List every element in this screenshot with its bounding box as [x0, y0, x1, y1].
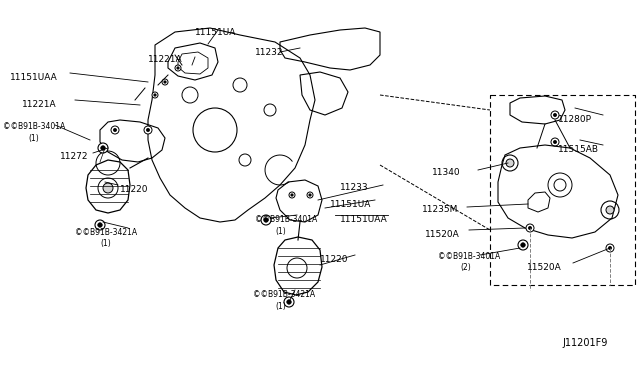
Text: ©©B91B-3421A: ©©B91B-3421A	[253, 290, 315, 299]
Text: (2): (2)	[460, 263, 471, 272]
Circle shape	[554, 113, 557, 116]
Text: 11272: 11272	[60, 152, 88, 161]
Text: (1): (1)	[275, 227, 285, 236]
Circle shape	[147, 128, 150, 132]
Circle shape	[291, 194, 293, 196]
Circle shape	[529, 227, 532, 230]
Text: 11151UA: 11151UA	[330, 200, 371, 209]
Circle shape	[518, 240, 528, 250]
Text: (1): (1)	[28, 134, 39, 143]
Circle shape	[526, 224, 534, 232]
Circle shape	[289, 192, 295, 198]
Circle shape	[113, 128, 116, 132]
Circle shape	[261, 215, 271, 225]
Circle shape	[98, 143, 108, 153]
Circle shape	[287, 300, 291, 304]
Text: J11201F9: J11201F9	[562, 338, 607, 348]
Text: 11221A: 11221A	[22, 100, 56, 109]
Circle shape	[521, 243, 525, 247]
Text: 11515AB: 11515AB	[558, 145, 599, 154]
Circle shape	[609, 246, 612, 250]
Circle shape	[152, 92, 158, 98]
Circle shape	[98, 223, 102, 227]
Text: (1): (1)	[100, 239, 111, 248]
Circle shape	[95, 220, 105, 230]
Circle shape	[103, 183, 113, 193]
Text: 11151UAA: 11151UAA	[340, 215, 388, 224]
Text: 11340: 11340	[432, 168, 461, 177]
Circle shape	[284, 297, 294, 307]
Text: (1): (1)	[275, 302, 285, 311]
Circle shape	[506, 159, 514, 167]
Circle shape	[551, 111, 559, 119]
Circle shape	[554, 140, 557, 144]
Text: ©©B91B-3401A: ©©B91B-3401A	[255, 215, 317, 224]
Text: 11235M: 11235M	[422, 205, 458, 214]
Text: 11221A: 11221A	[148, 55, 182, 64]
Text: ©©B91B-3401A: ©©B91B-3401A	[3, 122, 65, 131]
Circle shape	[144, 126, 152, 134]
Text: 11220: 11220	[120, 185, 148, 194]
Circle shape	[606, 244, 614, 252]
Text: 11151UAA: 11151UAA	[10, 73, 58, 82]
Text: ©©B91B-3421A: ©©B91B-3421A	[75, 228, 137, 237]
Circle shape	[162, 79, 168, 85]
Circle shape	[175, 65, 181, 71]
Text: 11520A: 11520A	[527, 263, 562, 272]
Text: 11151UA: 11151UA	[195, 28, 236, 37]
Circle shape	[551, 138, 559, 146]
Text: 11280P: 11280P	[558, 115, 592, 124]
Circle shape	[154, 94, 156, 96]
Circle shape	[164, 81, 166, 83]
Text: 11220: 11220	[320, 255, 349, 264]
Text: 11232: 11232	[255, 48, 284, 57]
Circle shape	[309, 194, 311, 196]
Text: 11233: 11233	[340, 183, 369, 192]
Circle shape	[177, 67, 179, 69]
Circle shape	[111, 126, 119, 134]
Circle shape	[100, 146, 105, 150]
Text: 11520A: 11520A	[425, 230, 460, 239]
Circle shape	[307, 192, 313, 198]
Circle shape	[264, 218, 268, 222]
Text: ©©B91B-3401A: ©©B91B-3401A	[438, 252, 500, 261]
Circle shape	[606, 206, 614, 214]
